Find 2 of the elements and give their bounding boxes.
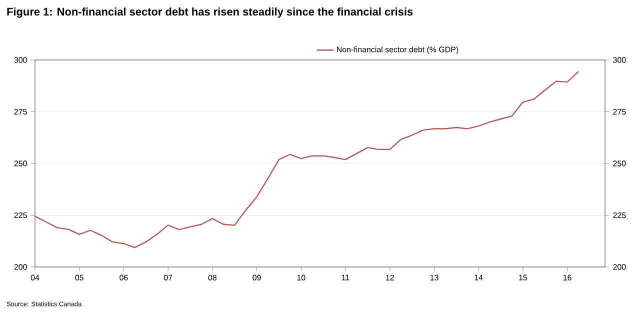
chart-title: Figure 1: Non-financial sector debt has risen steadily since the financial crisis [7,8,413,18]
line-series [35,70,579,248]
